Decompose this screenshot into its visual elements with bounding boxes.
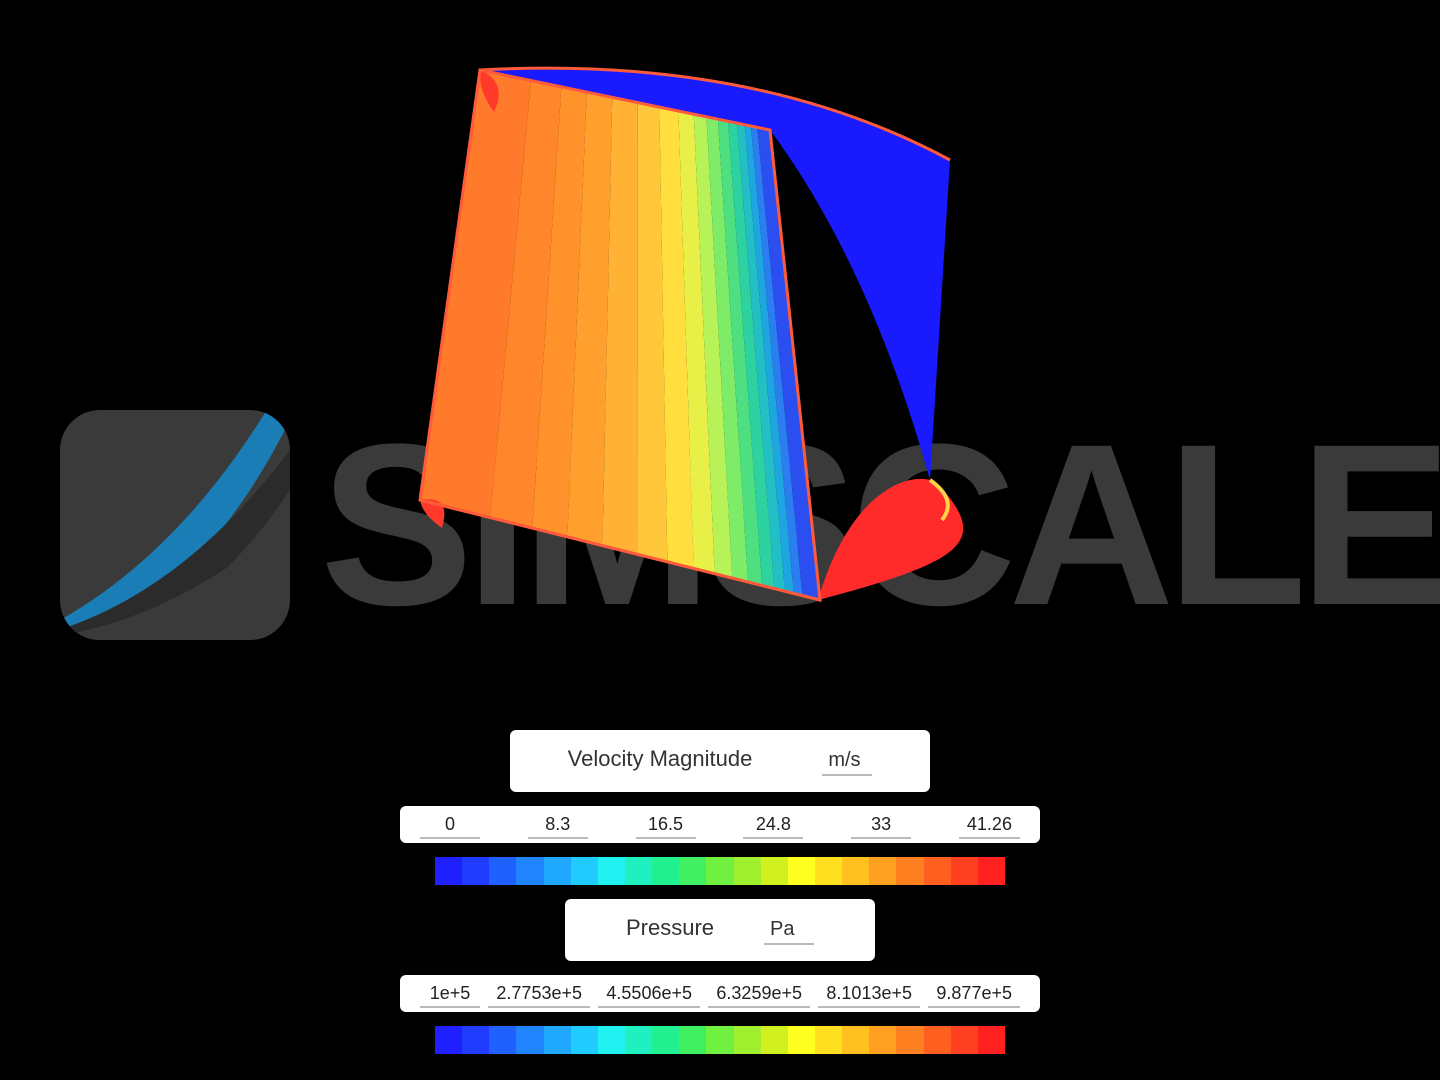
colorbar-segment [815, 1026, 842, 1054]
colorbar-segment [978, 857, 1005, 885]
velocity-colorbar [435, 857, 1005, 885]
colorbar-segment [571, 857, 598, 885]
colorbar-segment [489, 857, 516, 885]
colorbar-segment [435, 857, 462, 885]
colorbar-segment [706, 1026, 733, 1054]
colorbar-segment [734, 1026, 761, 1054]
colorbar-segment [516, 1026, 543, 1054]
colorbar-segment [788, 857, 815, 885]
legend-tick: 41.26 [959, 814, 1020, 839]
colorbar-segment [544, 857, 571, 885]
velocity-legend-unit: m/s [822, 749, 872, 776]
colorbar-segment [896, 857, 923, 885]
colorbar-segment [761, 1026, 788, 1054]
colorbar-segment [788, 1026, 815, 1054]
pressure-legend-title: Pressure [626, 915, 714, 941]
legend-tick: 0 [420, 814, 480, 839]
colorbar-segment [489, 1026, 516, 1054]
colorbar-segment [734, 857, 761, 885]
colorbar-segment [652, 857, 679, 885]
colorbar-segment [842, 857, 869, 885]
velocity-legend-ticks: 0 8.3 16.5 24.8 33 41.26 [400, 806, 1040, 843]
colorbar-segment [625, 1026, 652, 1054]
legend-tick: 33 [851, 814, 911, 839]
colorbar-segment [435, 1026, 462, 1054]
colorbar-segment [462, 1026, 489, 1054]
colorbar-segment [951, 857, 978, 885]
colorbar-segment [679, 1026, 706, 1054]
colorbar-segment [598, 1026, 625, 1054]
legend-tick: 9.877e+5 [928, 983, 1020, 1008]
colorbar-segment [625, 857, 652, 885]
colorbar-segment [544, 1026, 571, 1054]
colorbar-segment [679, 857, 706, 885]
colorbar-segment [516, 857, 543, 885]
pressure-colorbar [435, 1026, 1005, 1054]
legend-area: Velocity Magnitude m/s 0 8.3 16.5 24.8 33 41.… [360, 730, 1080, 1054]
colorbar-segment [815, 857, 842, 885]
colorbar-segment [951, 1026, 978, 1054]
velocity-legend-title-box: Velocity Magnitude m/s [510, 730, 930, 792]
legend-tick: 8.3 [528, 814, 588, 839]
colorbar-segment [761, 857, 788, 885]
legend-tick: 2.7753e+5 [488, 983, 590, 1008]
legend-tick: 4.5506e+5 [598, 983, 700, 1008]
legend-tick: 6.3259e+5 [708, 983, 810, 1008]
colorbar-segment [924, 1026, 951, 1054]
legend-tick: 8.1013e+5 [818, 983, 920, 1008]
colorbar-segment [978, 1026, 1005, 1054]
pressure-legend-title-box: Pressure Pa [565, 899, 875, 961]
colorbar-segment [706, 857, 733, 885]
legend-tick: 24.8 [743, 814, 803, 839]
colorbar-segment [462, 857, 489, 885]
simscale-logo-icon [60, 410, 290, 640]
colorbar-segment [869, 857, 896, 885]
colorbar-segment [571, 1026, 598, 1054]
velocity-legend-title: Velocity Magnitude [568, 746, 753, 772]
pressure-legend-ticks: 1e+5 2.7753e+5 4.5506e+5 6.3259e+5 8.1013e+5… [400, 975, 1040, 1012]
legend-tick: 1e+5 [420, 983, 480, 1008]
pressure-legend-unit: Pa [764, 918, 814, 945]
colorbar-segment [652, 1026, 679, 1054]
colorbar-segment [896, 1026, 923, 1054]
colorbar-segment [924, 857, 951, 885]
colorbar-segment [598, 857, 625, 885]
colorbar-segment [842, 1026, 869, 1054]
simulation-contour-plot [390, 40, 1030, 640]
colorbar-segment [869, 1026, 896, 1054]
legend-tick: 16.5 [636, 814, 696, 839]
